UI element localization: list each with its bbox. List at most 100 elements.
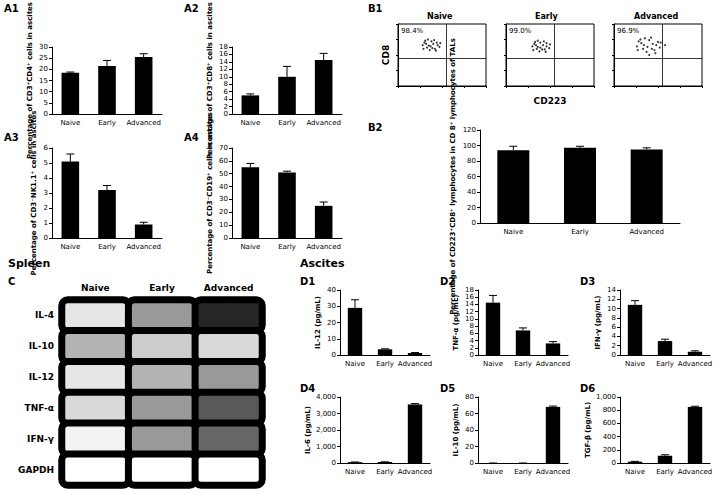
svg-text:Naive: Naive [483,468,503,476]
svg-text:Advanced: Advanced [204,283,254,293]
svg-text:Early: Early [278,119,296,127]
svg-text:98.4%: 98.4% [401,27,424,35]
svg-text:Advanced: Advanced [678,468,713,476]
svg-text:800: 800 [603,406,616,414]
svg-text:50: 50 [219,170,228,178]
svg-text:8: 8 [470,322,474,330]
svg-text:12: 12 [465,308,474,316]
svg-text:IL-10: IL-10 [29,341,54,351]
svg-text:4: 4 [612,332,617,340]
svg-text:6: 6 [224,88,229,96]
svg-text:A2: A2 [184,3,199,14]
svg-text:100: 100 [463,142,476,150]
svg-text:B2: B2 [368,122,383,133]
svg-text:0: 0 [44,234,48,242]
svg-text:14: 14 [465,300,474,308]
svg-text:2: 2 [224,103,228,111]
svg-text:40: 40 [219,183,228,191]
svg-text:0: 0 [224,110,228,118]
svg-text:40: 40 [465,426,474,434]
svg-text:TGF-β (pg/mL): TGF-β (pg/mL) [584,402,592,458]
svg-text:6: 6 [470,329,475,337]
svg-text:Early: Early [571,228,589,236]
svg-text:25: 25 [39,54,48,62]
svg-text:200: 200 [603,446,616,454]
svg-text:3,000: 3,000 [316,410,336,418]
svg-text:IL-12 (pg/mL): IL-12 (pg/mL) [314,296,322,349]
svg-text:Naive: Naive [345,360,365,368]
svg-text:D3: D3 [580,276,595,287]
svg-text:D5: D5 [440,383,455,394]
svg-text:Early: Early [98,243,116,251]
svg-text:Advanced: Advanced [306,119,341,127]
svg-text:Early: Early [376,360,394,368]
svg-text:400: 400 [603,433,616,441]
svg-text:Naive: Naive [503,228,523,236]
svg-text:Naive: Naive [625,360,645,368]
svg-text:60: 60 [467,173,476,181]
svg-text:B1: B1 [368,3,383,14]
svg-text:Percentage of CD3⁻NK1.1⁺ cells: Percentage of CD3⁻NK1.1⁺ cells in ascite… [30,111,38,276]
svg-text:Advanced: Advanced [126,119,161,127]
svg-text:70: 70 [219,144,228,152]
svg-text:16: 16 [219,50,228,58]
svg-text:30: 30 [327,302,336,310]
svg-text:TNF-α: TNF-α [25,403,54,413]
svg-text:600: 600 [603,419,616,427]
svg-text:0: 0 [224,234,228,242]
svg-text:Early: Early [656,468,674,476]
svg-text:18: 18 [465,286,474,294]
svg-text:99.0%: 99.0% [509,27,532,35]
svg-text:Percentage of CD3⁻CD19⁺ cells: Percentage of CD3⁻CD19⁺ cells in ascites [206,112,214,274]
svg-text:Advanced: Advanced [536,468,571,476]
svg-text:3: 3 [44,189,48,197]
svg-text:Ascites: Ascites [300,257,345,270]
svg-text:20: 20 [39,65,48,73]
svg-text:12: 12 [219,65,228,73]
svg-text:Early: Early [656,360,674,368]
svg-text:8: 8 [612,314,616,322]
svg-text:Naive: Naive [427,12,453,21]
svg-text:Naive: Naive [240,243,260,251]
svg-text:60: 60 [465,410,474,418]
svg-text:40: 40 [467,188,476,196]
svg-text:Advanced: Advanced [634,12,678,21]
svg-text:4: 4 [44,174,49,182]
svg-text:40: 40 [327,286,336,294]
svg-text:30: 30 [219,195,228,203]
svg-text:Advanced: Advanced [678,360,713,368]
svg-text:14: 14 [219,58,228,66]
svg-text:IFN-γ: IFN-γ [27,434,54,444]
svg-text:10: 10 [465,315,474,323]
svg-text:0: 0 [612,459,616,467]
svg-text:6: 6 [44,144,49,152]
svg-text:Advanced: Advanced [126,243,161,251]
svg-text:Early: Early [514,468,532,476]
svg-text:CD8: CD8 [381,45,391,65]
svg-text:60: 60 [219,157,228,165]
svg-text:Early: Early [514,360,532,368]
svg-text:20: 20 [327,319,336,327]
svg-text:10: 10 [39,88,48,96]
svg-text:8: 8 [224,80,228,88]
svg-text:Early: Early [149,283,175,293]
svg-text:6: 6 [612,323,617,331]
svg-text:Naive: Naive [483,360,503,368]
svg-text:5: 5 [44,99,48,107]
svg-text:16: 16 [465,293,474,301]
svg-text:Naive: Naive [240,119,260,127]
svg-text:Percentage of CD223⁺CD8⁺ lymph: Percentage of CD223⁺CD8⁺ lymphocytes in … [449,38,457,315]
svg-text:Early: Early [98,119,116,127]
svg-text:Naive: Naive [81,283,110,293]
svg-text:Early: Early [278,243,296,251]
svg-text:IL-10 (pg/mL): IL-10 (pg/mL) [452,404,460,457]
svg-text:80: 80 [465,393,474,401]
svg-text:30: 30 [39,43,48,51]
svg-text:2: 2 [470,344,474,352]
svg-text:Advanced: Advanced [398,468,433,476]
svg-text:5: 5 [44,159,48,167]
svg-text:Advanced: Advanced [306,243,341,251]
svg-text:Naive: Naive [60,243,80,251]
svg-text:0: 0 [470,351,474,359]
svg-text:0: 0 [470,459,474,467]
